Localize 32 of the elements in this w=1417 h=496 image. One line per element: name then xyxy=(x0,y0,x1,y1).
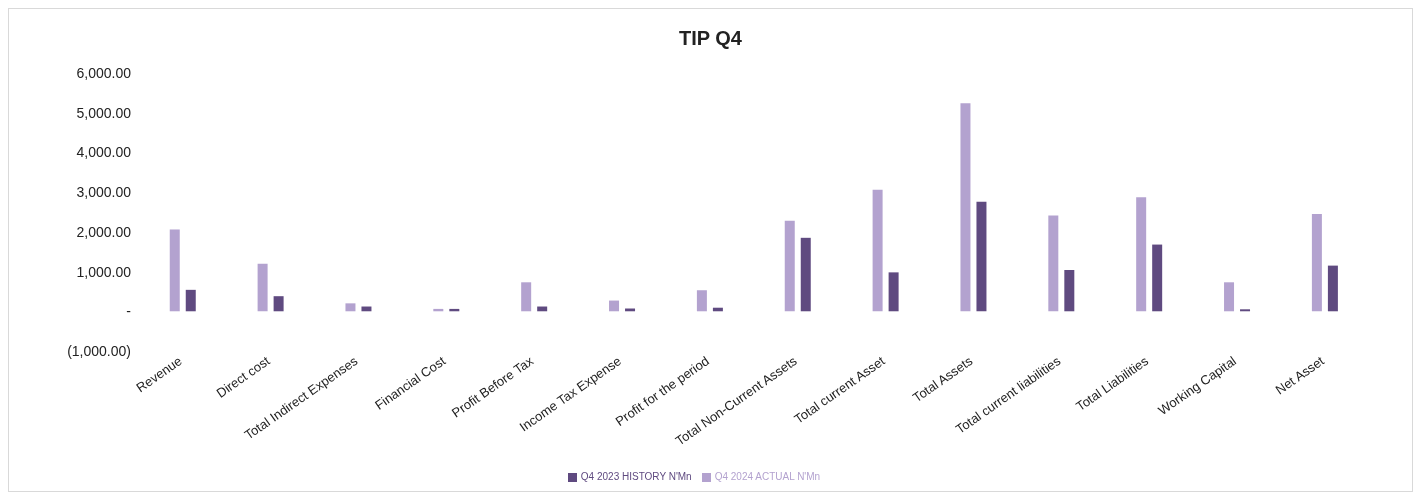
y-tick-label: - xyxy=(126,303,132,320)
legend-label: Q4 2023 HISTORY N'Mn xyxy=(580,471,692,482)
bar xyxy=(257,263,268,312)
y-tick-label: (1,000.00) xyxy=(67,342,131,359)
y-tick-label: 1,000.00 xyxy=(76,263,132,280)
bar xyxy=(185,289,196,312)
legend-label: Q4 2024 ACTUAL N'Mn xyxy=(714,471,821,482)
bar xyxy=(521,282,532,312)
y-tick-label: 5,000.00 xyxy=(76,104,132,121)
bar xyxy=(696,290,707,312)
y-tick-label: 4,000.00 xyxy=(76,144,132,161)
y-tick-label: 6,000.00 xyxy=(76,64,132,81)
bar xyxy=(888,272,899,312)
bar xyxy=(1064,269,1075,312)
bar xyxy=(1152,244,1163,312)
chart-title: TIP Q4 xyxy=(678,26,743,51)
bar xyxy=(800,237,811,312)
bar xyxy=(976,201,987,312)
y-tick-label: 2,000.00 xyxy=(76,223,132,240)
bar xyxy=(169,229,180,312)
bar xyxy=(960,103,971,312)
bar xyxy=(345,303,356,312)
bar xyxy=(784,220,795,312)
y-tick-label: 3,000.00 xyxy=(76,184,132,201)
bar xyxy=(273,296,284,312)
bar xyxy=(872,189,883,312)
bar xyxy=(1048,215,1059,312)
bar xyxy=(1136,197,1147,312)
bar xyxy=(1311,213,1322,312)
bar xyxy=(1224,282,1235,312)
bar xyxy=(1327,265,1338,312)
bar xyxy=(609,300,620,312)
